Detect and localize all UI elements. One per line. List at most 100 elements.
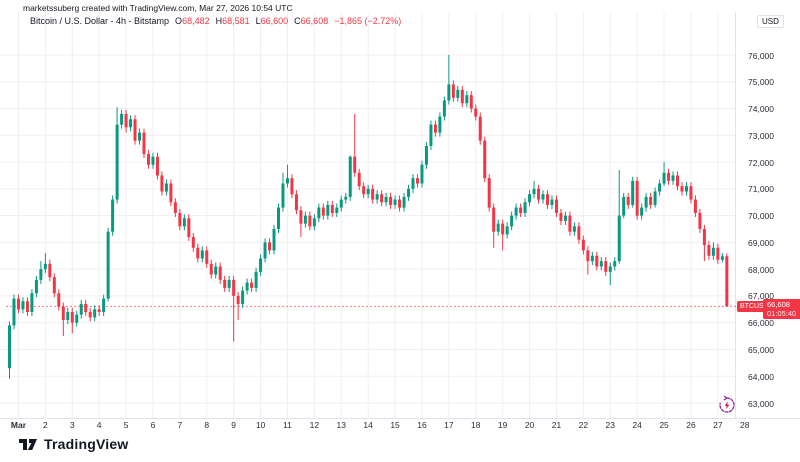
candle-body bbox=[532, 188, 536, 195]
candle-body bbox=[187, 218, 191, 238]
time-axis-label: 20 bbox=[524, 420, 535, 430]
candle-body bbox=[644, 196, 648, 208]
candle-body bbox=[496, 223, 500, 232]
candle-body bbox=[281, 183, 285, 208]
tradingview-logo-icon bbox=[19, 438, 37, 450]
candle-body bbox=[649, 196, 653, 205]
candle-body bbox=[671, 175, 675, 181]
candle-body bbox=[272, 229, 276, 251]
candle-body bbox=[362, 186, 366, 195]
time-axis-label: 7 bbox=[177, 420, 183, 430]
candle-body bbox=[52, 277, 56, 294]
candle-body bbox=[487, 178, 491, 208]
candle-body bbox=[483, 140, 487, 179]
candle-body bbox=[151, 156, 155, 165]
price-axis-label: 66,000 bbox=[748, 318, 774, 329]
candle-body bbox=[595, 255, 599, 267]
candle-body bbox=[21, 301, 25, 310]
price-axis-label: 65,000 bbox=[748, 344, 774, 355]
candle-body bbox=[411, 178, 415, 189]
replay-boost-icon[interactable] bbox=[717, 395, 737, 415]
candle-body bbox=[371, 188, 375, 200]
time-axis-label: 25 bbox=[659, 420, 669, 430]
candle-body bbox=[12, 298, 16, 326]
candle-body bbox=[510, 215, 514, 227]
candle-body bbox=[380, 194, 384, 203]
candle-body bbox=[124, 113, 128, 128]
candle-body bbox=[581, 239, 585, 251]
time-axis-label: 9 bbox=[231, 420, 237, 430]
candle-body bbox=[308, 215, 312, 227]
candle-body bbox=[460, 89, 464, 104]
candle-body bbox=[102, 298, 106, 312]
candle-body bbox=[299, 210, 303, 224]
candle-body bbox=[317, 207, 321, 219]
candle-body bbox=[554, 199, 558, 213]
candle-body bbox=[711, 247, 715, 256]
candle-body bbox=[393, 199, 397, 205]
tradingview-logo-text: TradingView bbox=[44, 436, 129, 452]
candle-body bbox=[528, 194, 532, 203]
candle-body bbox=[335, 207, 339, 213]
candle-body bbox=[505, 226, 509, 235]
candle-body bbox=[537, 188, 541, 200]
symbol-title: Bitcoin / U.S. Dollar - 4h - Bitstamp bbox=[30, 16, 170, 26]
time-axis-label: 2 bbox=[42, 420, 48, 430]
candle-body bbox=[653, 191, 657, 205]
time-axis-label: 5 bbox=[123, 420, 129, 430]
candle-body bbox=[590, 255, 594, 262]
change-value: −1,865 (−2.72%) bbox=[334, 16, 402, 26]
currency-label: USD bbox=[757, 15, 784, 28]
candle-body bbox=[34, 279, 38, 294]
candle-body bbox=[263, 242, 267, 259]
tradingview-logo[interactable]: TradingView bbox=[18, 436, 128, 452]
candle-body bbox=[285, 178, 289, 184]
price-axis-label: 76,000 bbox=[748, 50, 774, 61]
time-axis-label: 16 bbox=[417, 420, 427, 430]
candle-body bbox=[492, 207, 496, 232]
candle-body bbox=[456, 89, 460, 98]
candle-body bbox=[84, 303, 88, 312]
time-axis-label: 14 bbox=[363, 420, 373, 430]
price-axis-label: 71,000 bbox=[748, 184, 774, 195]
price-axis-label: 73,000 bbox=[748, 130, 774, 141]
candle-body bbox=[357, 172, 361, 187]
price-axis-label: 63,000 bbox=[748, 398, 774, 409]
candle-body bbox=[545, 194, 549, 205]
candle-body bbox=[30, 293, 34, 312]
candle-body bbox=[465, 95, 469, 104]
candle-body bbox=[523, 202, 527, 213]
ohlc-high: H68,581 bbox=[215, 16, 250, 26]
candle-body bbox=[568, 215, 572, 232]
candle-body bbox=[716, 247, 720, 260]
time-axis-label: 8 bbox=[204, 420, 210, 430]
time-axis-label: 18 bbox=[471, 420, 481, 430]
candle-body bbox=[420, 164, 424, 184]
candle-body bbox=[725, 256, 729, 307]
time-axis-label: 28 bbox=[740, 420, 750, 430]
candle-body bbox=[667, 172, 671, 181]
candle-body bbox=[604, 261, 608, 272]
candle-body bbox=[348, 156, 352, 197]
candle-body bbox=[344, 196, 348, 200]
candle-body bbox=[218, 266, 222, 280]
ohlc-low: L66,600 bbox=[255, 16, 289, 26]
candle-body bbox=[111, 199, 115, 232]
price-axis-label: 70,000 bbox=[748, 211, 774, 222]
candle-body bbox=[79, 303, 83, 315]
candle-body bbox=[164, 183, 168, 192]
candle-body bbox=[424, 146, 428, 165]
price-axis-label: 74,000 bbox=[748, 104, 774, 115]
symbol-legend[interactable]: Bitcoin / U.S. Dollar - 4h - Bitstamp O6… bbox=[30, 16, 401, 26]
candle-body bbox=[290, 178, 294, 195]
candle-body bbox=[227, 279, 231, 288]
candle-body bbox=[330, 204, 334, 213]
candle-body bbox=[321, 207, 325, 216]
price-axis-label: 64,000 bbox=[748, 371, 774, 382]
candle-body bbox=[415, 178, 419, 184]
candle-body bbox=[389, 196, 393, 205]
candle-body bbox=[138, 132, 142, 141]
candle-body bbox=[39, 269, 43, 280]
